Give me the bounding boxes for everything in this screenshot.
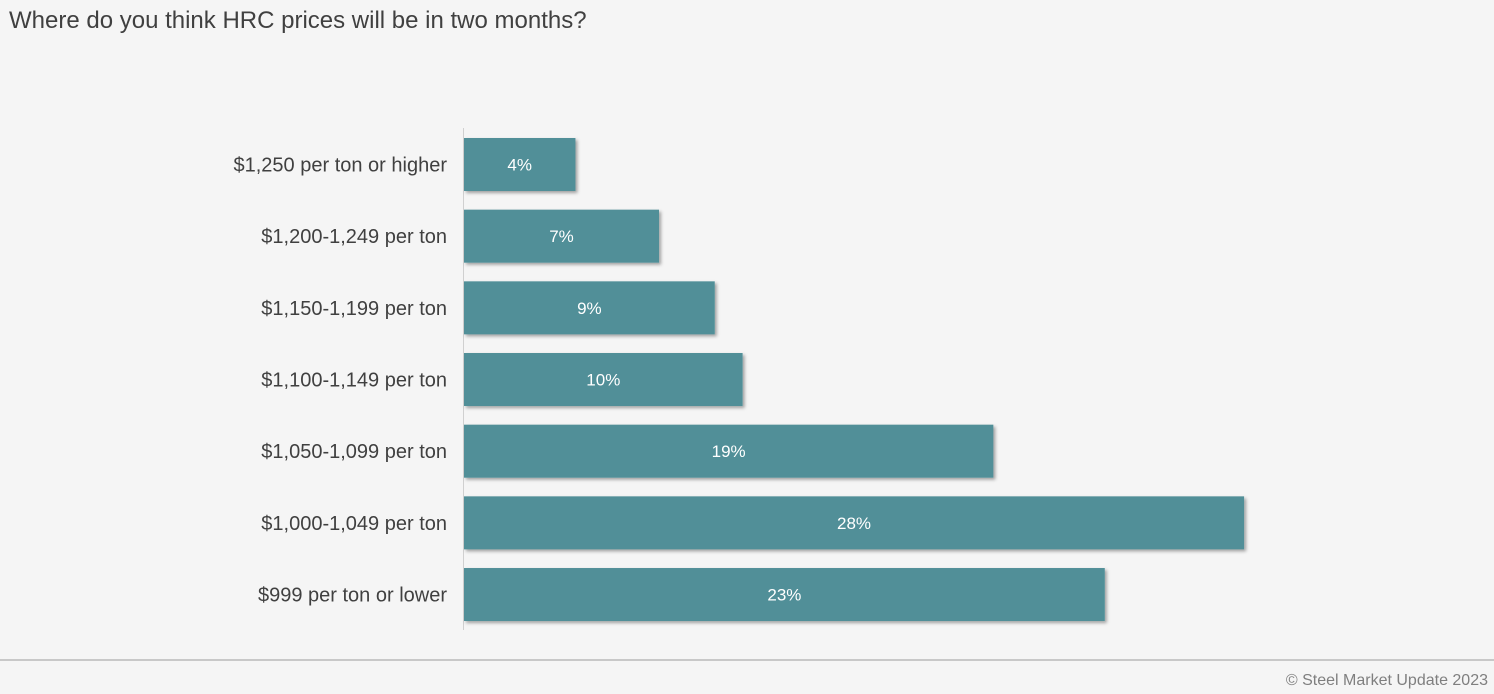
copyright-credit: © Steel Market Update 2023 bbox=[1285, 672, 1488, 689]
bars-layer: 4% $1,250 per ton or higher 7% $1,200-1,249… bbox=[234, 138, 1245, 622]
category-label: $1,200-1,249 per ton bbox=[261, 226, 447, 248]
data-label: 4% bbox=[507, 156, 532, 175]
data-label: 10% bbox=[586, 371, 620, 390]
chart-title: Where do you think HRC prices will be in… bbox=[9, 7, 587, 34]
bar bbox=[464, 496, 1245, 550]
data-label: 19% bbox=[712, 442, 746, 461]
bar bbox=[464, 138, 576, 191]
footer-divider bbox=[0, 659, 1494, 661]
category-label: $1,050-1,099 per ton bbox=[261, 441, 447, 463]
category-label: $1,150-1,199 per ton bbox=[261, 298, 447, 320]
category-label: $999 per ton or lower bbox=[258, 585, 447, 607]
data-label: 9% bbox=[577, 299, 602, 318]
category-label: $1,250 per ton or higher bbox=[234, 155, 448, 177]
bar bbox=[464, 424, 994, 478]
data-label: 7% bbox=[549, 227, 574, 246]
bar bbox=[464, 209, 660, 263]
bar-chart: 4% $1,250 per ton or higher 7% $1,200-1,249… bbox=[234, 128, 1245, 630]
bar bbox=[464, 281, 715, 335]
bar bbox=[464, 568, 1105, 622]
data-label: 28% bbox=[837, 514, 871, 533]
data-label: 23% bbox=[767, 586, 801, 605]
bar bbox=[464, 353, 743, 407]
category-label: $1,100-1,149 per ton bbox=[261, 370, 447, 392]
category-label: $1,000-1,049 per ton bbox=[261, 513, 447, 535]
